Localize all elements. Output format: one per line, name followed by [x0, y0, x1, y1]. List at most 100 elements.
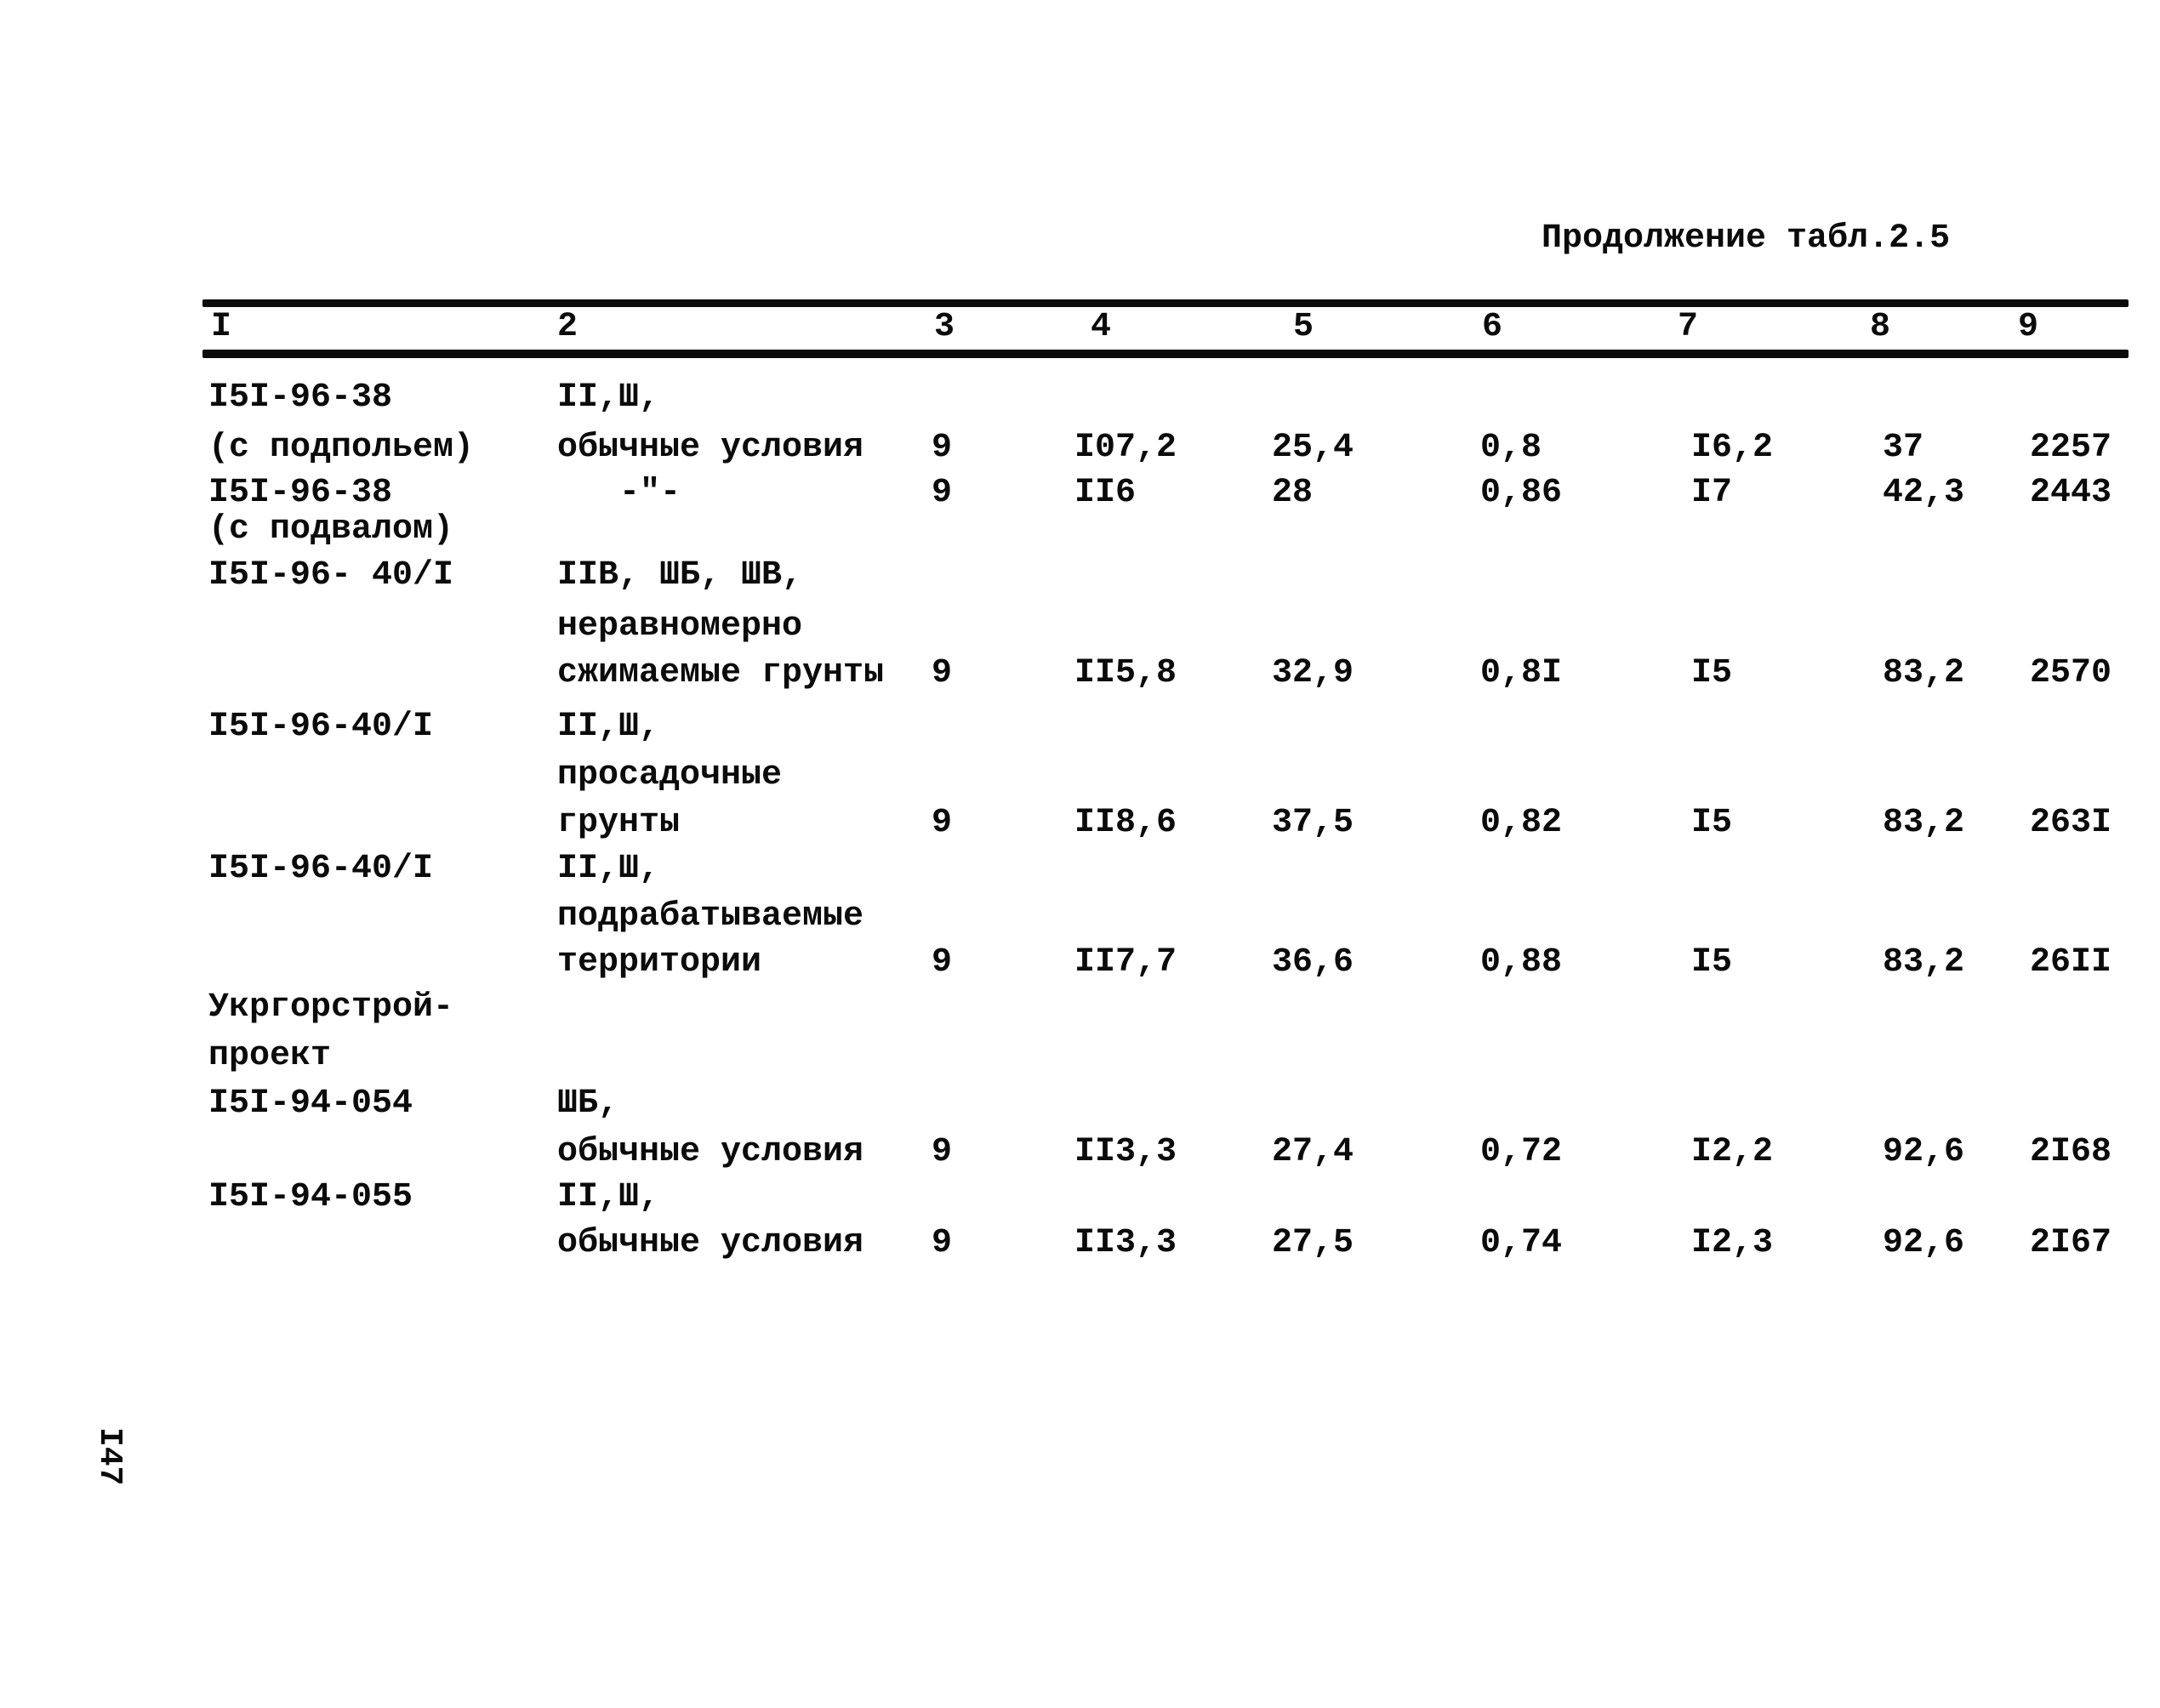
- table-row: I5I-94-055 II,Ш,: [0, 1178, 2160, 1221]
- cell-col9: 2I67: [2030, 1224, 2112, 1262]
- cell-col8: 92,6: [1883, 1133, 1965, 1171]
- column-header-8: 8: [1870, 308, 1891, 346]
- column-header-6: 6: [1482, 308, 1503, 346]
- column-header-9: 9: [2018, 308, 2039, 346]
- cell-col8: 37: [1883, 429, 1924, 467]
- cell-col6: 0,72: [1480, 1133, 1563, 1171]
- cell-series: I5I-96-40/I: [208, 850, 434, 888]
- table-header-row: I 2 3 4 5 6 7 8 9: [0, 308, 2160, 347]
- cell-col4: I07,2: [1074, 429, 1177, 467]
- cell-conditions: II,Ш,: [557, 708, 660, 746]
- cell-conditions: просадочные: [557, 756, 783, 794]
- column-header-3: 3: [934, 308, 955, 346]
- cell-ditto-mark: -"-: [619, 474, 681, 512]
- cell-col4: II3,3: [1074, 1133, 1177, 1171]
- cell-col5: 37,5: [1272, 804, 1354, 842]
- cell-col4: II8,6: [1074, 804, 1177, 842]
- table-row: (с подвалом): [0, 510, 2160, 553]
- cell-conditions: подрабатываемые: [557, 897, 864, 936]
- cell-series: (с подвалом): [208, 510, 454, 549]
- cell-organization: проект: [208, 1037, 332, 1075]
- cell-col5: 32,9: [1272, 654, 1354, 692]
- cell-col9: 2I68: [2030, 1133, 2112, 1171]
- cell-col8: 42,3: [1883, 474, 1965, 512]
- table-row: I5I-96-38 -"- 9 II6 28 0,86 I7 42,3 2443: [0, 474, 2160, 516]
- table-row: сжимаемые грунты 9 II5,8 32,9 0,8I I5 83…: [0, 654, 2160, 697]
- cell-col7: I7: [1691, 474, 1733, 512]
- table-row: неравномерно: [0, 607, 2160, 650]
- cell-series: I5I-94-054: [208, 1085, 413, 1123]
- cell-series: I5I-96-38: [208, 379, 393, 417]
- cell-col6: 0,88: [1480, 943, 1563, 982]
- cell-conditions: грунты: [557, 804, 681, 842]
- cell-col4: II3,3: [1074, 1224, 1177, 1262]
- table-top-rule: [202, 299, 2129, 307]
- cell-conditions: обычные условия: [557, 429, 864, 467]
- cell-col6: 0,8I: [1480, 654, 1563, 692]
- cell-col4: II6: [1074, 474, 1137, 512]
- cell-conditions: II,Ш,: [557, 850, 660, 888]
- cell-conditions: ШБ,: [557, 1085, 619, 1123]
- column-header-2: 2: [557, 308, 578, 346]
- table-row: подрабатываемые: [0, 897, 2160, 940]
- table-row: I5I-96-38 II,Ш,: [0, 379, 2160, 421]
- cell-col9: 26II: [2030, 943, 2112, 982]
- column-header-5: 5: [1293, 308, 1314, 346]
- table-row: просадочные: [0, 756, 2160, 799]
- table-row: обычные условия 9 II3,3 27,5 0,74 I2,3 9…: [0, 1224, 2160, 1267]
- cell-col3: 9: [932, 943, 953, 982]
- cell-col3: 9: [932, 1224, 953, 1262]
- cell-col6: 0,86: [1480, 474, 1563, 512]
- cell-col7: I5: [1691, 804, 1733, 842]
- cell-conditions: IIВ, ШБ, ШВ,: [557, 556, 803, 595]
- cell-series: I5I-96- 40/I: [208, 556, 454, 595]
- cell-conditions: обычные условия: [557, 1133, 864, 1171]
- cell-col4: II7,7: [1074, 943, 1177, 982]
- column-header-4: 4: [1091, 308, 1112, 346]
- column-header-7: 7: [1678, 308, 1699, 346]
- table-row: проект: [0, 1037, 2160, 1079]
- cell-col4: II5,8: [1074, 654, 1177, 692]
- cell-series: I5I-94-055: [208, 1178, 413, 1216]
- cell-col5: 27,5: [1272, 1224, 1354, 1262]
- table-row: I5I-96-40/I II,Ш,: [0, 850, 2160, 892]
- cell-col7: I2,3: [1691, 1224, 1774, 1262]
- cell-col5: 28: [1272, 474, 1314, 512]
- cell-col5: 36,6: [1272, 943, 1354, 982]
- cell-col7: I6,2: [1691, 429, 1774, 467]
- cell-col7: I5: [1691, 654, 1733, 692]
- table-row: I5I-94-054 ШБ,: [0, 1085, 2160, 1127]
- cell-col9: 2443: [2030, 474, 2112, 512]
- cell-col9: 263I: [2030, 804, 2112, 842]
- cell-organization: Укргорстрой-: [208, 988, 454, 1027]
- cell-col3: 9: [932, 654, 953, 692]
- table-row: территории 9 II7,7 36,6 0,88 I5 83,2 26I…: [0, 943, 2160, 986]
- cell-series: I5I-96-40/I: [208, 708, 434, 746]
- table-row: (с подпольем) обычные условия 9 I07,2 25…: [0, 429, 2160, 471]
- cell-col3: 9: [932, 1133, 953, 1171]
- page-number: I47: [91, 1427, 128, 1486]
- table-row: обычные условия 9 II3,3 27,4 0,72 I2,2 9…: [0, 1133, 2160, 1176]
- cell-series: I5I-96-38: [208, 474, 393, 512]
- cell-col6: 0,8: [1480, 429, 1542, 467]
- cell-conditions: неравномерно: [557, 607, 803, 646]
- table-row: I5I-96- 40/I IIВ, ШБ, ШВ,: [0, 556, 2160, 599]
- table-row: I5I-96-40/I II,Ш,: [0, 708, 2160, 750]
- cell-col6: 0,74: [1480, 1224, 1563, 1262]
- cell-col5: 27,4: [1272, 1133, 1354, 1171]
- cell-col8: 83,2: [1883, 804, 1965, 842]
- cell-conditions: территории: [557, 943, 762, 982]
- table-continuation-title: Продолжение табл.2.5: [1542, 219, 1951, 258]
- cell-conditions: II,Ш,: [557, 379, 660, 417]
- cell-conditions: обычные условия: [557, 1224, 864, 1262]
- cell-col6: 0,82: [1480, 804, 1563, 842]
- cell-col3: 9: [932, 474, 953, 512]
- cell-conditions: сжимаемые грунты: [557, 654, 885, 692]
- cell-col9: 2570: [2030, 654, 2112, 692]
- cell-col9: 2257: [2030, 429, 2112, 467]
- cell-series: (с подпольем): [208, 429, 475, 467]
- cell-col3: 9: [932, 429, 953, 467]
- cell-col5: 25,4: [1272, 429, 1354, 467]
- table-header-rule: [202, 350, 2129, 358]
